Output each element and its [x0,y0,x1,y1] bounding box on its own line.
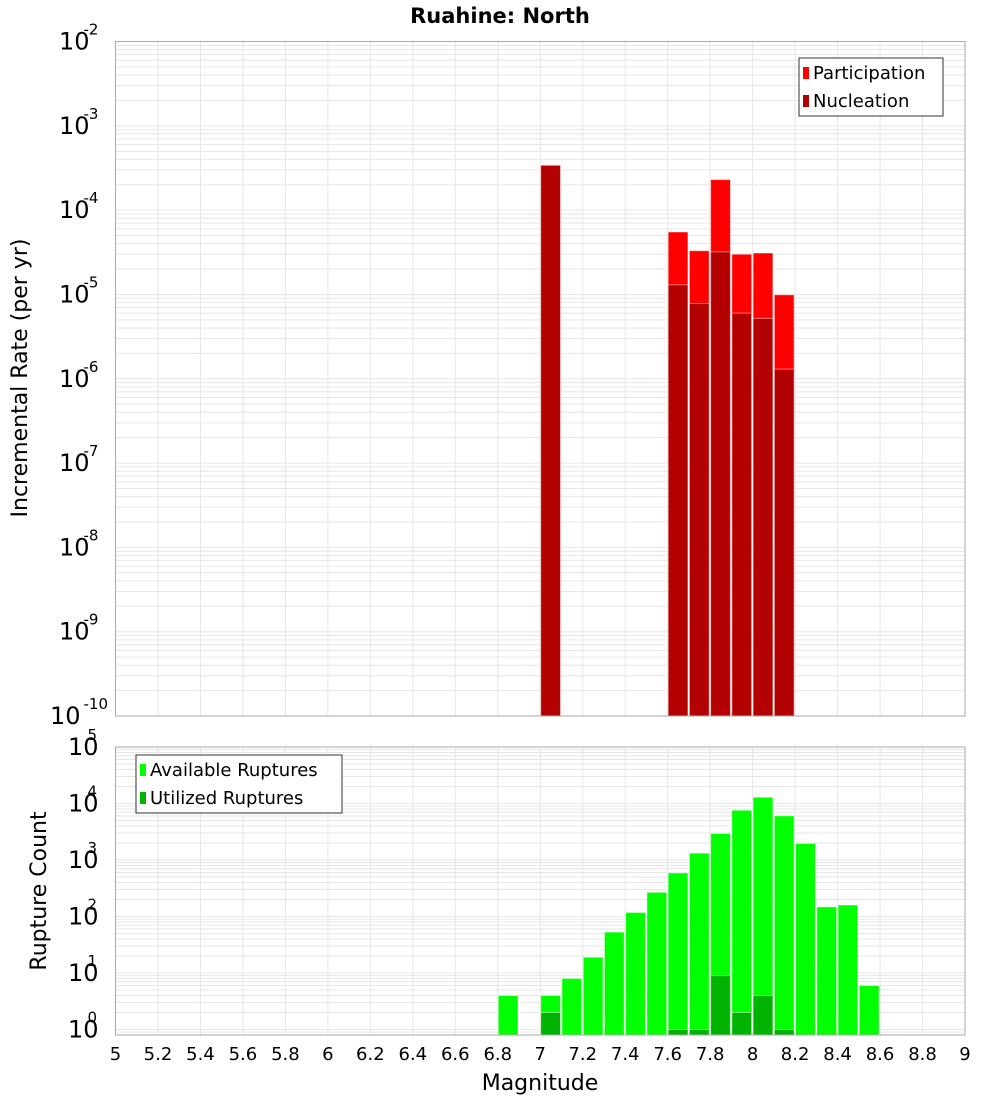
available-ruptures-bar [837,904,859,1036]
legend-swatch-utilized-ruptures [140,792,146,804]
legend-swatch-available-ruptures [140,764,146,776]
y-tick-label: 10-6 [59,358,99,393]
x-tick-label: 7.2 [568,1044,597,1065]
y-tick-label: 10-2 [59,21,99,56]
x-tick-label: 5.4 [186,1044,215,1065]
utilized-ruptures-bar [667,1029,689,1036]
x-tick-label: 8.4 [823,1044,852,1065]
x-tick-label: 6.4 [399,1044,428,1065]
x-tick-label: 5.2 [144,1044,173,1065]
bottom-y-axis-label: Rupture Count [27,811,52,971]
legend: Participation Nucleation [798,57,944,117]
available-ruptures-bar [731,809,753,1036]
x-tick-label: 6 [322,1044,333,1065]
x-tick-label: 5.8 [271,1044,300,1065]
available-ruptures-bar [561,977,583,1036]
x-tick-label: 5 [110,1044,121,1065]
available-ruptures-bar [667,872,689,1036]
available-ruptures-bar [582,956,604,1036]
bottom-panel: 105 104 103 102 101 100 5 5.2 5.4 5.6 5.8 6 6.2 6.4 6.… [68,726,971,1065]
legend-box [798,57,944,117]
y-tick-label: 104 [68,783,99,818]
y-tick-label: 102 [68,896,99,931]
y-tick-label: 105 [68,726,99,761]
available-ruptures-bar [603,931,625,1036]
available-ruptures-bar [646,891,668,1036]
y-tick-label: 10-8 [59,526,99,561]
x-tick-label: 7 [535,1044,546,1065]
legend-swatch-participation [803,67,809,79]
y-tick-label: 10-9 [59,611,99,646]
x-tick-label: 9 [959,1044,970,1065]
nucleation-bar [667,284,689,717]
x-tick-label: 8.6 [866,1044,895,1065]
x-tick-label: 7.8 [696,1044,725,1065]
x-tick-label: 7.4 [611,1044,640,1065]
legend-box [135,754,343,814]
legend-label-utilized-ruptures: Utilized Ruptures [150,788,303,809]
nucleation-bar [731,312,753,717]
available-ruptures-bar [497,995,519,1036]
available-ruptures-bar [625,911,646,1036]
nucleation-bar [752,317,774,717]
y-tick-label: 100 [68,1009,99,1044]
y-tick-label: 10-3 [59,105,99,140]
nucleation-bar [773,368,795,717]
utilized-ruptures-bar [688,1029,710,1036]
y-tick-label: 101 [68,952,99,987]
available-ruptures-bar [795,842,816,1036]
available-ruptures-bar [816,906,838,1036]
x-axis-label: Magnitude [482,1071,599,1096]
y-tick-label: 10-7 [59,442,99,477]
x-tick-label: 8.2 [781,1044,810,1065]
chart-title: Ruahine: North [410,4,590,28]
top-panel: 10-2 10-3 10-4 10-5 10-6 10-7 10-8 10-9 10 -10 Par… [50,21,966,730]
legend-label-participation: Participation [813,63,925,84]
x-tick-label: 6.2 [356,1044,385,1065]
x-tick-label: 8.8 [908,1044,937,1065]
utilized-ruptures-bar [540,1012,561,1036]
plot-border [115,746,966,1036]
legend-label-nucleation: Nucleation [813,91,909,112]
utilized-ruptures-bar [773,1029,795,1036]
utilized-ruptures-bar [731,1012,753,1036]
available-ruptures-bar [858,985,880,1036]
utilized-ruptures-bar [752,995,774,1036]
nucleation-bar [540,164,561,717]
legend-label-available-ruptures: Available Ruptures [150,760,318,781]
x-tick-label: 8 [747,1044,758,1065]
available-ruptures-bar [688,852,710,1036]
available-ruptures-bar [773,815,795,1036]
y-tick-label: 103 [68,839,99,874]
x-tick-label: 7.6 [653,1044,682,1065]
legend-swatch-nucleation [803,95,809,107]
top-y-axis-label: Incremental Rate (per yr) [8,239,33,518]
plot-border [115,41,966,717]
nucleation-bar [710,251,731,717]
y-tick-label: 10-4 [59,189,99,224]
x-tick-label: 6.8 [483,1044,512,1065]
x-tick-label: 6.6 [441,1044,470,1065]
y-tick-label: 10-5 [59,273,99,308]
nucleation-bar [688,303,710,717]
y-tick-label: 10 -10 [50,695,108,730]
x-tick-label: 5.6 [229,1044,258,1065]
utilized-ruptures-bar [710,975,731,1036]
legend: Available Ruptures Utilized Ruptures [135,754,343,814]
